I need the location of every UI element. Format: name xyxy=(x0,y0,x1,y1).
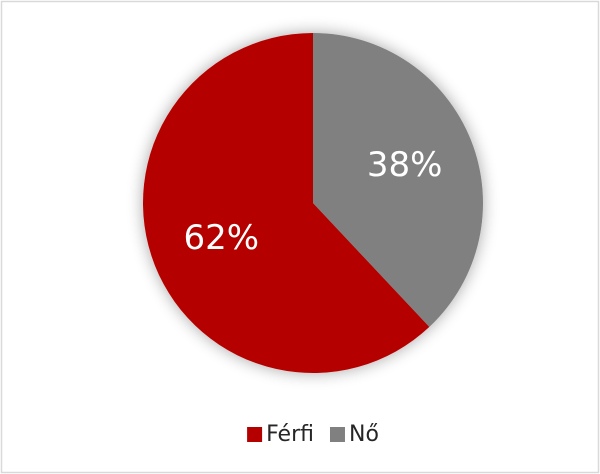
data-label: 38% xyxy=(367,145,443,185)
legend-swatch xyxy=(329,427,345,442)
pie-slice xyxy=(143,33,430,373)
legend-label: Nő xyxy=(349,422,379,447)
data-label: 62% xyxy=(184,218,260,258)
pie-slice xyxy=(313,33,484,327)
legend-label: Férfi xyxy=(266,422,314,447)
legend-swatch xyxy=(247,427,263,442)
pie xyxy=(143,33,484,373)
